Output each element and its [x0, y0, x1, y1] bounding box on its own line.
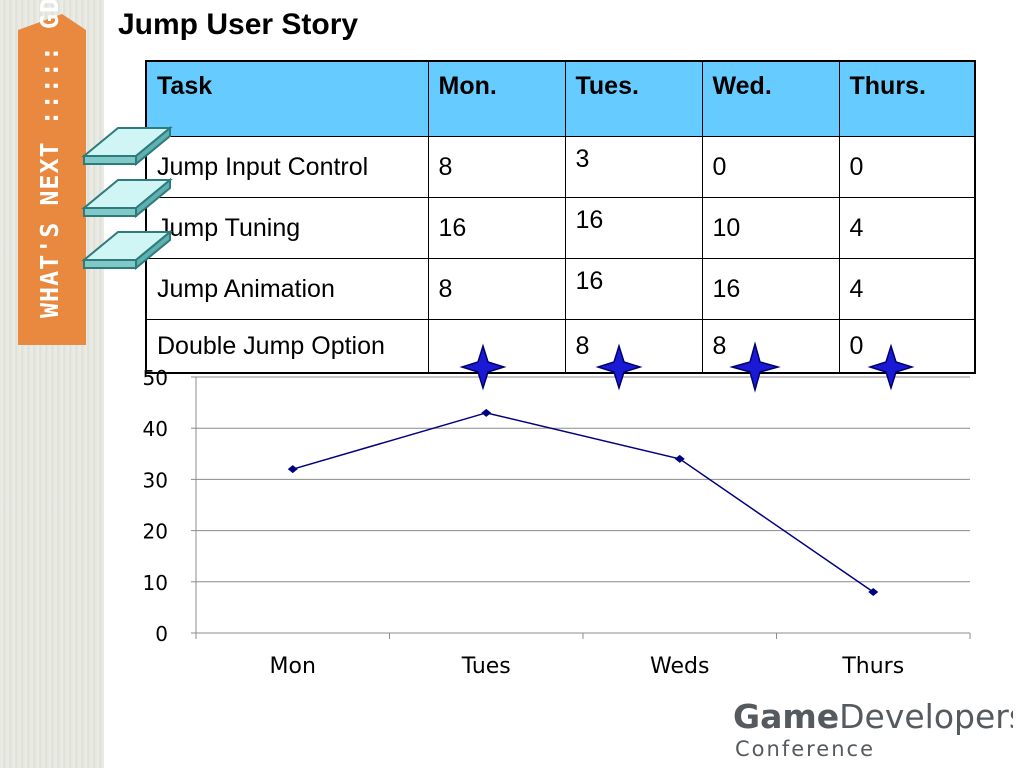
- hours-cell: 8: [427, 258, 566, 320]
- hours-cell: 0: [701, 136, 840, 198]
- task-table: Task Mon. Tues. Wed. Thurs. Jump Input C…: [145, 60, 976, 374]
- task-cell: Jump Animation: [145, 258, 429, 320]
- y-tick-label: 40: [143, 417, 168, 441]
- data-point: [868, 588, 879, 597]
- tile-icon: [81, 229, 173, 271]
- x-tick-label: Weds: [650, 654, 709, 679]
- hours-cell: 8: [564, 319, 703, 374]
- task-cell: Double Jump Option: [145, 319, 429, 374]
- tile-icon: [81, 125, 173, 167]
- gdc-logo: GameDevelopers Conference: [733, 697, 1013, 760]
- data-point: [287, 465, 298, 474]
- task-cell: Jump Input Control: [145, 136, 429, 198]
- hours-cell: 4: [838, 197, 976, 259]
- y-tick-label: 50: [143, 366, 168, 390]
- hours-cell: 16: [701, 258, 840, 320]
- x-tick-label: Mon: [270, 654, 316, 679]
- slide-title: Jump User Story: [118, 8, 359, 41]
- header-mon: Mon.: [427, 60, 566, 137]
- hours-cell: 10: [701, 197, 840, 259]
- y-tick-label: 0: [155, 622, 168, 646]
- star-marker-icon: [867, 343, 915, 391]
- logo-game-word: Game: [733, 697, 839, 736]
- x-tick-label: Tues: [461, 654, 511, 679]
- logo-conference-word: Conference: [735, 737, 875, 760]
- hours-cell: 3: [564, 136, 703, 198]
- tile-decorations: [81, 125, 173, 271]
- x-tick-label: Thurs: [841, 654, 904, 679]
- header-tues: Tues.: [564, 60, 703, 137]
- table-row: Jump Tuning 16 16 10 4: [145, 197, 976, 259]
- data-point: [674, 454, 685, 463]
- star-marker-icon: [459, 343, 507, 391]
- data-point: [481, 408, 492, 417]
- hours-cell: 8: [427, 136, 566, 198]
- header-thurs: Thurs.: [838, 60, 976, 137]
- table-header-row: Task Mon. Tues. Wed. Thurs.: [145, 60, 976, 137]
- logo-developers-word: Developers: [839, 697, 1013, 736]
- gdc06-banner: WHAT'S NEXT ::::: GDC:06: [18, 0, 86, 345]
- table-row: Jump Animation 8 16 16 4: [145, 258, 976, 320]
- series-line: [292, 412, 874, 593]
- star-marker-icon: [595, 343, 643, 391]
- star-marker-icon: [729, 341, 781, 393]
- table-row: Jump Input Control 8 3 0 0: [145, 136, 976, 198]
- tile-icon: [81, 177, 173, 219]
- hours-cell: 16: [427, 197, 566, 259]
- hours-cell: 16: [564, 258, 703, 320]
- y-tick-label: 20: [143, 520, 168, 544]
- hours-cell: 4: [838, 258, 976, 320]
- table-row: Double Jump Option 8 8 0: [145, 319, 976, 374]
- hours-cell: 0: [838, 136, 976, 198]
- header-task: Task: [145, 60, 429, 137]
- logo-text: GameDevelopers: [733, 697, 1013, 736]
- header-wed: Wed.: [701, 60, 840, 137]
- task-cell: Jump Tuning: [145, 197, 429, 259]
- y-tick-label: 10: [143, 571, 168, 595]
- banner-text: WHAT'S NEXT ::::: GDC:06: [35, 0, 64, 318]
- hours-cell: 16: [564, 197, 703, 259]
- hours-cell: 0: [838, 319, 976, 374]
- y-tick-label: 30: [143, 468, 168, 492]
